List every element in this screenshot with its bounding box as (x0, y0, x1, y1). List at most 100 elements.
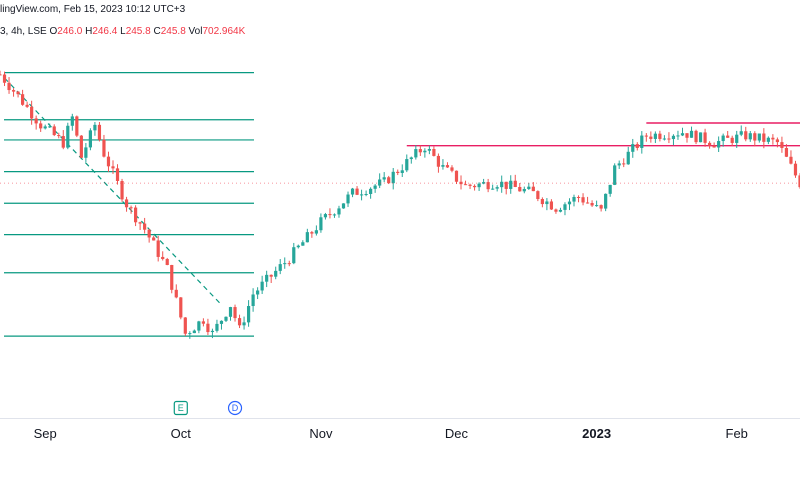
candle-body (676, 135, 680, 137)
candle-body (414, 149, 418, 158)
candle-body (305, 232, 309, 243)
candle-body (486, 182, 490, 190)
candle-body (183, 317, 187, 334)
candle-body (373, 185, 377, 189)
high-value: 246.4 (92, 26, 118, 37)
candle-body (798, 175, 800, 188)
candle-body (341, 203, 346, 209)
candle-body (454, 170, 459, 182)
candle-body (644, 135, 648, 137)
event-label: E (178, 403, 184, 413)
candle-body (450, 167, 454, 171)
candle-body (206, 323, 210, 333)
candle-body (495, 187, 499, 189)
candle-body (789, 156, 793, 164)
candle-body (662, 138, 667, 140)
candle-body (653, 133, 657, 139)
candle-body (11, 90, 16, 92)
candle-body (500, 181, 504, 188)
candle-body (152, 237, 156, 241)
candle-body (34, 118, 38, 124)
candle-body (576, 196, 581, 198)
candle-body (735, 134, 739, 143)
candle-body (201, 321, 205, 324)
close-value: 245.8 (160, 26, 186, 37)
candle-body (228, 307, 233, 317)
candle-body (405, 159, 409, 171)
candle-body (622, 163, 626, 165)
candle-body (30, 106, 34, 119)
candle-body (174, 289, 178, 298)
candle-body (39, 123, 43, 129)
event-marker-d[interactable]: D (227, 400, 243, 416)
candle-body (726, 135, 730, 138)
candle-body (287, 263, 291, 265)
candle-body (445, 165, 450, 168)
time-axis[interactable]: Sep Oct Nov Dec 2023 Feb (34, 426, 748, 441)
candle-body (93, 124, 97, 131)
candle-body (400, 170, 404, 173)
fib-retracement[interactable] (4, 71, 254, 337)
candle-body (753, 133, 757, 141)
candle-body (391, 171, 395, 184)
candle-body (730, 137, 734, 143)
trend-line[interactable] (4, 77, 222, 306)
candle-body (685, 133, 689, 138)
candle-body (527, 186, 531, 189)
candle-body (84, 147, 88, 158)
candle-body (482, 182, 486, 184)
event-marker-e[interactable]: E (173, 400, 188, 416)
volume-label: Vol (188, 26, 203, 37)
candle-body (549, 201, 554, 210)
open-value: 246.0 (57, 26, 83, 37)
candle-body (436, 155, 441, 167)
ohlc-legend: 3, 4h, LSE O246.0 H246.4 L245.8 C245.8 V… (0, 26, 245, 37)
candle-body (585, 202, 590, 204)
candle-body (432, 148, 436, 156)
x-tick-label: Dec (445, 426, 469, 441)
trend-line-segment[interactable] (4, 77, 222, 306)
candle-body (88, 130, 92, 148)
candle-body (504, 181, 508, 189)
candle-body (20, 94, 25, 105)
candle-body (102, 139, 106, 157)
candle-body (640, 135, 644, 148)
candle-body (7, 82, 11, 91)
candle-body (301, 242, 305, 246)
event-label: D (232, 403, 239, 413)
x-tick-label: Nov (309, 426, 333, 441)
candle-body (106, 156, 111, 167)
candle-body (698, 132, 703, 143)
candle-body (441, 165, 445, 167)
candle-body (396, 171, 400, 173)
candle-body (364, 193, 368, 195)
range-box[interactable] (406, 122, 800, 147)
candle-body (558, 209, 563, 212)
candle-body (626, 151, 630, 165)
candle-body (210, 330, 215, 333)
candle-body (617, 163, 621, 166)
candle-body (667, 138, 671, 140)
candle-body (242, 322, 246, 326)
candle-body (215, 323, 219, 331)
candle-body (48, 126, 52, 128)
candle-body (459, 181, 463, 185)
candle-body (518, 186, 522, 192)
candle-body (567, 201, 572, 205)
candle-body (274, 270, 278, 277)
x-tick-label: 2023 (582, 426, 611, 441)
candle-body (491, 188, 495, 190)
candle-body (608, 184, 612, 194)
candle-body (694, 130, 698, 143)
candle-body (793, 163, 798, 176)
candle-body (337, 208, 341, 215)
candle-body (133, 207, 138, 223)
candle-body (545, 201, 549, 205)
candle-body (708, 142, 712, 146)
candle-body (540, 199, 544, 205)
candle-body (382, 177, 386, 180)
candle-body (604, 193, 608, 209)
candle-body (680, 133, 685, 136)
